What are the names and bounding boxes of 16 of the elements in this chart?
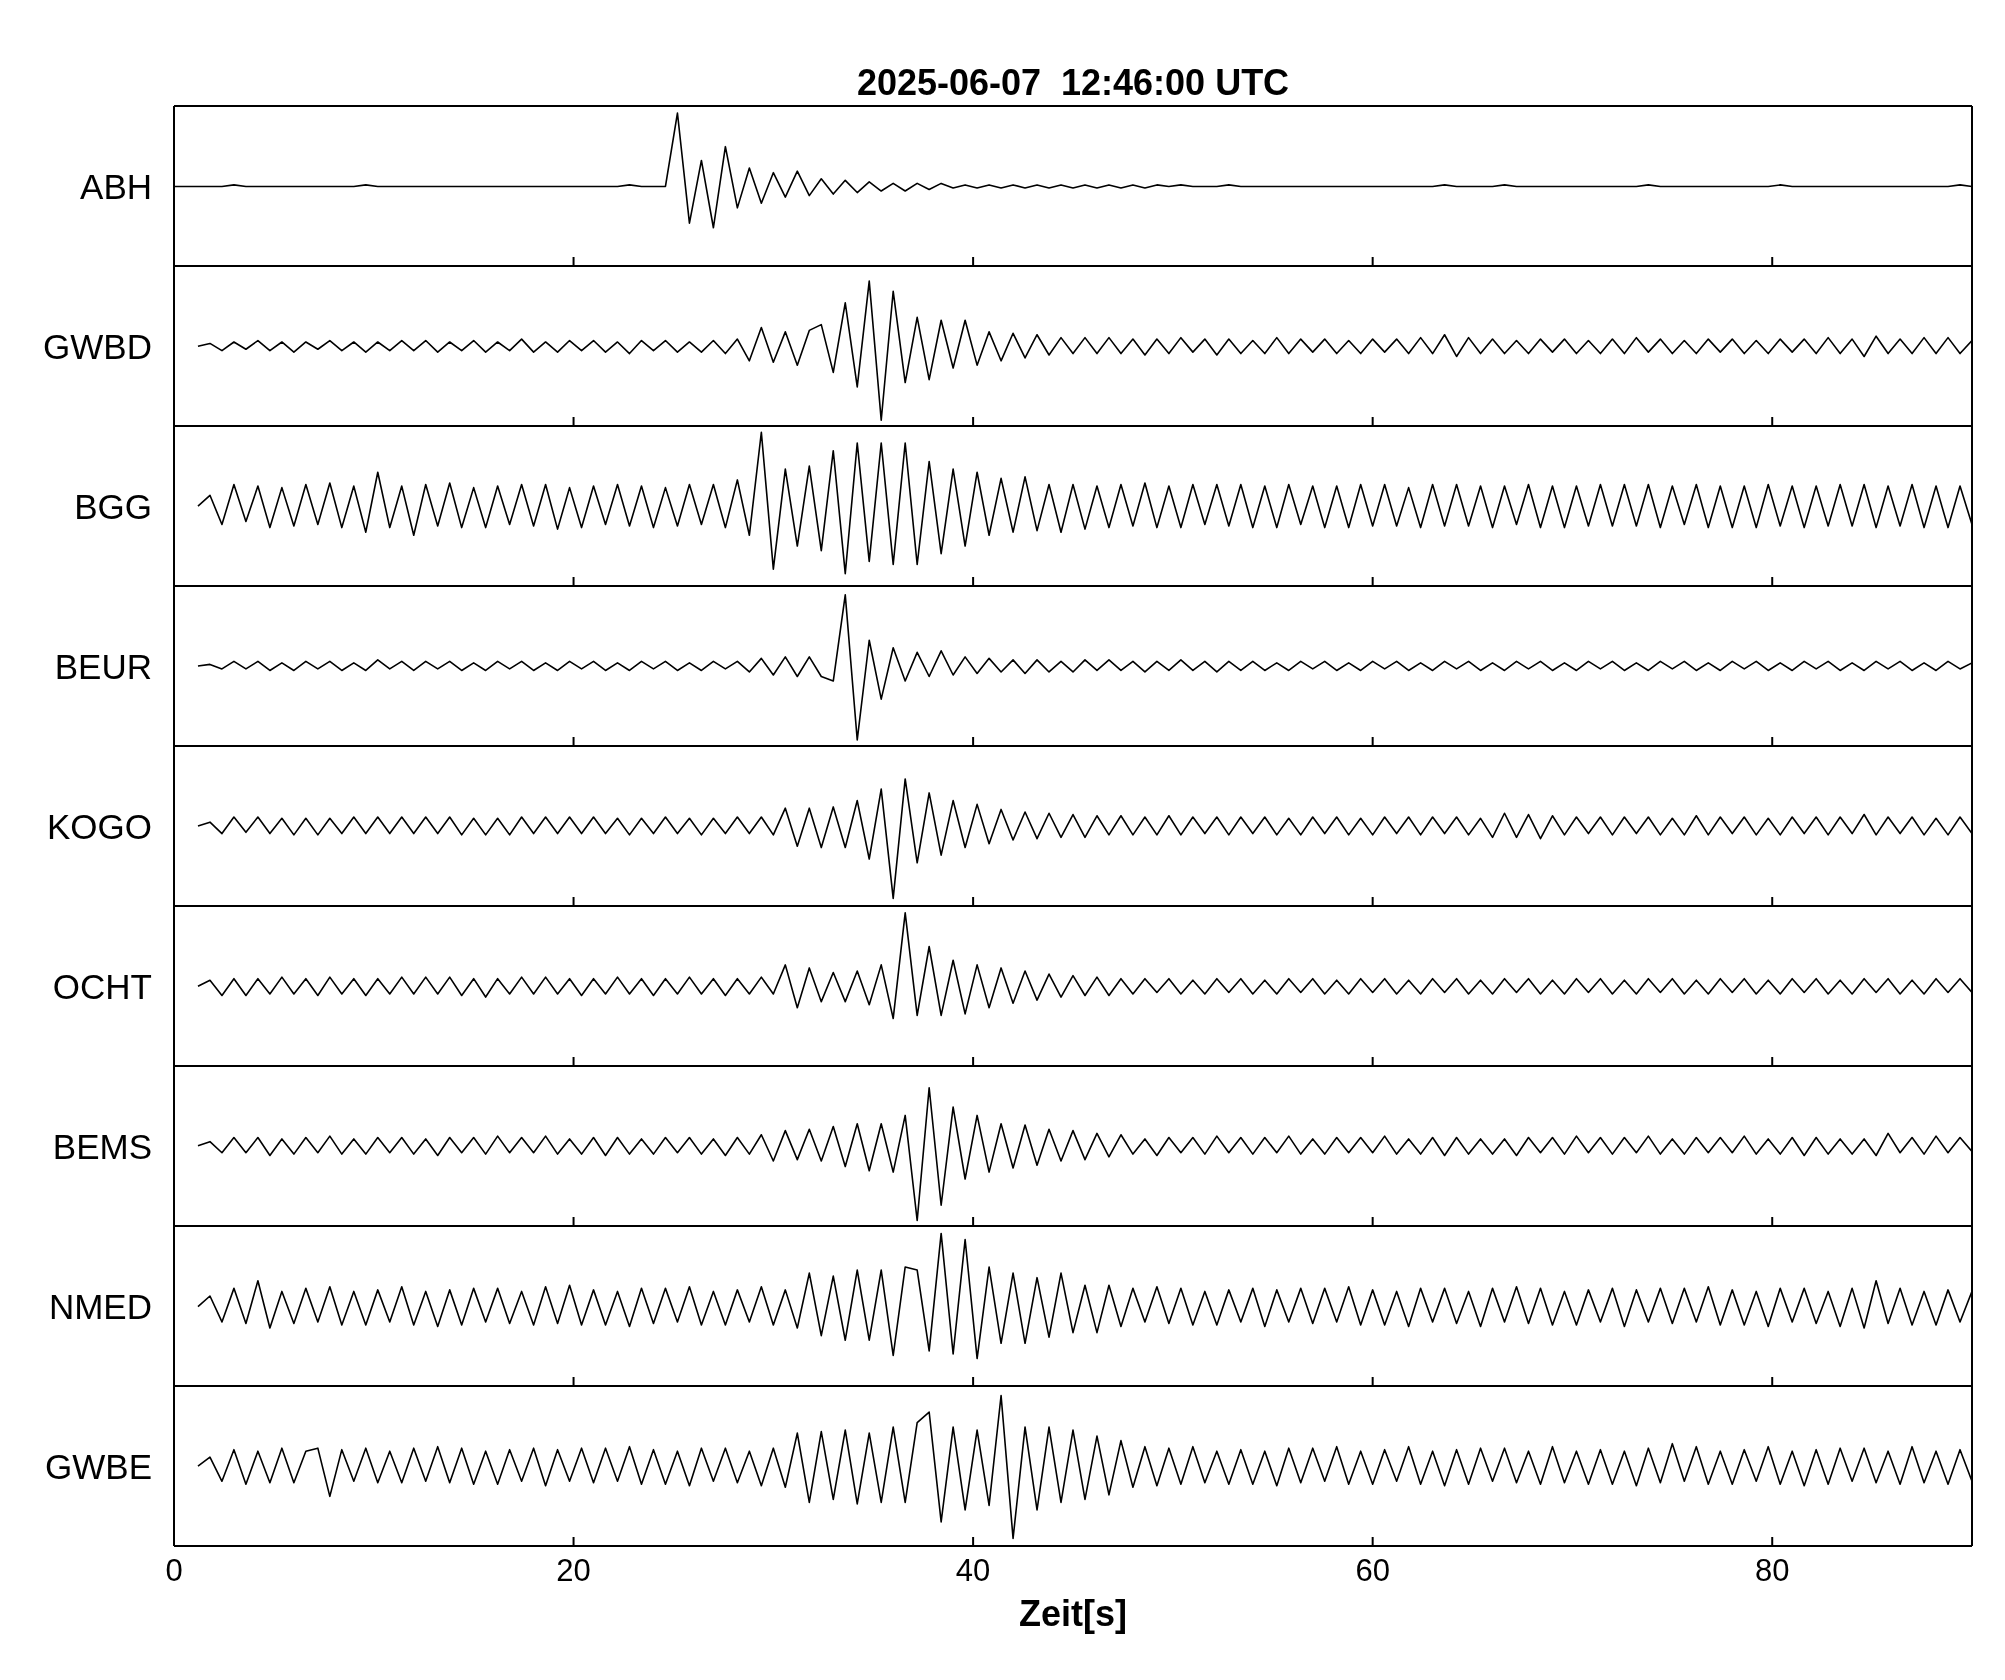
x-tick-label: 60 — [1355, 1553, 1390, 1589]
y-axis-title: ABH — [80, 166, 152, 206]
x-axis-title: Zeit[s] — [1019, 1593, 1127, 1634]
x-tick-label: 40 — [955, 1553, 991, 1589]
y-axis-title: GWBE — [45, 1446, 152, 1486]
x-tick-label: 20 — [556, 1553, 591, 1589]
x-tick-label: 0 — [165, 1553, 183, 1589]
x-tick-label: 80 — [1754, 1553, 1790, 1589]
y-axis-title: GWBD — [43, 326, 152, 366]
y-axis-title: OCHT — [52, 966, 152, 1006]
chart-title: 2025-06-07 12:46:00 UTC — [856, 62, 1290, 103]
y-axis-title: NMED — [48, 1286, 152, 1326]
y-axis-title: KOGO — [46, 806, 152, 846]
y-axis-title: BEUR — [54, 646, 152, 686]
y-axis-title: BEMS — [52, 1126, 152, 1166]
y-axis-title: BGG — [74, 486, 152, 526]
